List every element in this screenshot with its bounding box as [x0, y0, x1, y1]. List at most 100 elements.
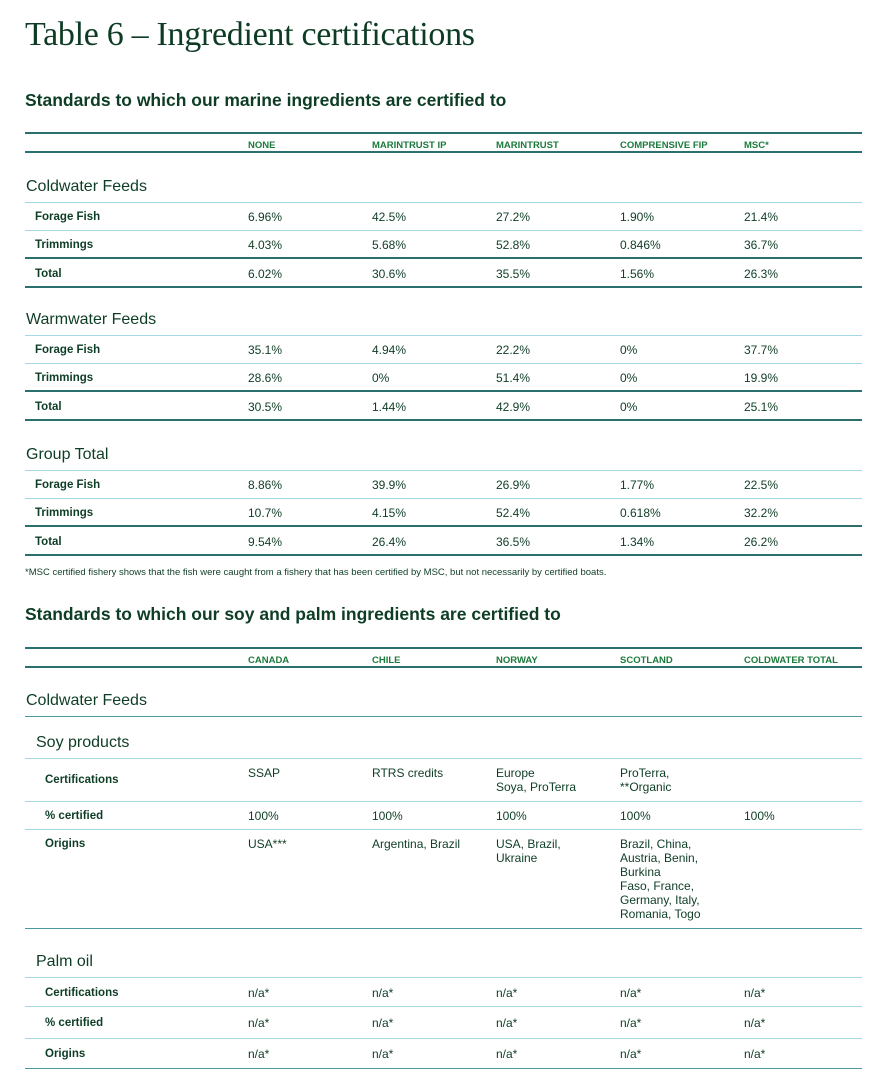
table-cell: 22.5%: [744, 478, 779, 492]
row-label: Trimmings: [35, 372, 94, 384]
row-label: % certified: [45, 1017, 104, 1029]
table-cell: 27.2%: [496, 210, 531, 224]
row-label: Forage Fish: [35, 344, 101, 356]
table-cell: 36.7%: [744, 238, 779, 252]
column-header: CHILE: [372, 655, 401, 666]
table-cell: 6.02%: [248, 266, 283, 281]
row-label: Forage Fish: [35, 479, 101, 491]
table-cell: 30.6%: [372, 266, 407, 281]
column-header: MARINTRUST IP: [372, 140, 447, 151]
marine-heading: Standards to which our marine ingredient…: [25, 90, 507, 110]
table-cell: n/a*: [496, 985, 518, 1000]
column-header: COMPRENSIVE FIP: [620, 140, 708, 151]
table-row: Forage Fish 8.86% 39.9% 26.9% 1.77% 22.5%: [25, 471, 862, 499]
column-header: COLDWATER TOTAL: [744, 655, 838, 666]
row-label: Certifications: [45, 986, 119, 999]
table-cell: 4.94%: [372, 343, 407, 357]
table-cell: 0%: [620, 371, 638, 385]
section-header: Group Total: [25, 421, 862, 471]
table-cell: n/a*: [372, 1047, 394, 1061]
table-cell: 1.34%: [620, 534, 655, 549]
table-row: % certified 100% 100% 100% 100% 100%: [25, 802, 862, 830]
table-cell: 37.7%: [744, 343, 779, 357]
table-cell: 0.618%: [620, 506, 661, 520]
table-cell: RTRS credits: [372, 766, 444, 780]
table-cell: n/a*: [620, 1047, 642, 1061]
table-cell: 30.5%: [248, 399, 283, 414]
table-cell: 21.4%: [744, 210, 779, 224]
table-cell: 42.5%: [372, 210, 407, 224]
table-cell: n/a*: [248, 1047, 270, 1061]
table-row: Certifications SSAP RTRS credits Europe Soy…: [25, 759, 862, 802]
section-title: Coldwater Feeds: [26, 692, 147, 709]
row-label: Trimmings: [35, 239, 94, 251]
table-cell: 100%: [744, 809, 775, 823]
table-row: Trimmings 4.03% 5.68% 52.8% 0.846% 36.7%: [25, 231, 862, 259]
table-cell: 6.96%: [248, 210, 283, 224]
marine-footnote: *MSC certified fishery shows that the fi…: [25, 567, 607, 578]
table-cell: 28.6%: [248, 371, 283, 385]
column-header: NONE: [248, 140, 276, 151]
marine-table: NONE MARINTRUST IP MARINTRUST COMPRENSIVE F…: [25, 132, 862, 556]
table-cell: 1.44%: [372, 399, 407, 414]
table-cell: 0%: [620, 399, 638, 414]
column-header: SCOTLAND: [620, 655, 673, 666]
table-row: Forage Fish 35.1% 4.94% 22.2% 0% 37.7%: [25, 336, 862, 364]
table-row: Trimmings 28.6% 0% 51.4% 0% 19.9%: [25, 364, 862, 392]
table-cell: n/a*: [744, 985, 766, 1000]
table-cell: 26.9%: [496, 478, 531, 492]
row-label: Origins: [45, 838, 86, 850]
row-label: Forage Fish: [35, 211, 101, 223]
section-title: Soy products: [36, 734, 130, 751]
table-cell: Europe Soya, ProTerra: [496, 766, 577, 794]
table-cell: 39.9%: [372, 478, 407, 492]
table-cell: 25.1%: [744, 399, 779, 414]
table-cell: 19.9%: [744, 371, 779, 385]
table-cell: 100%: [496, 809, 527, 823]
table-cell: 52.4%: [496, 506, 531, 520]
row-label: % certified: [45, 810, 104, 822]
table-cell: 35.5%: [496, 266, 531, 281]
page-title: Table 6 – Ingredient certifications: [25, 16, 475, 53]
table-cell: 100%: [372, 809, 403, 823]
table-cell: n/a*: [248, 1016, 270, 1030]
section-title: Palm oil: [36, 953, 93, 970]
table-cell: 8.86%: [248, 478, 283, 492]
column-header: MARINTRUST: [496, 140, 559, 151]
table-cell: 26.3%: [744, 266, 779, 281]
table-row: % certified n/a* n/a* n/a* n/a* n/a*: [25, 1007, 862, 1039]
table-cell: 35.1%: [248, 343, 283, 357]
row-label: Total: [35, 267, 62, 280]
table-cell: 5.68%: [372, 238, 407, 252]
table-cell: USA***: [248, 837, 287, 851]
section-header: Warmwater Feeds: [25, 288, 862, 336]
table-cell: 22.2%: [496, 343, 531, 357]
row-label: Total: [35, 400, 62, 413]
table-cell: 32.2%: [744, 506, 779, 520]
table-cell: SSAP: [248, 766, 281, 780]
table-cell: n/a*: [620, 1016, 642, 1030]
table-cell: n/a*: [620, 985, 642, 1000]
table-cell: 1.56%: [620, 266, 655, 281]
row-label: Certifications: [45, 774, 119, 786]
table-cell: n/a*: [248, 985, 270, 1000]
table-cell: 4.15%: [372, 506, 407, 520]
table-cell: 10.7%: [248, 506, 283, 520]
table-cell: 52.8%: [496, 238, 531, 252]
table-row: Certifications n/a* n/a* n/a* n/a* n/a*: [25, 978, 862, 1007]
table-cell: USA, Brazil, Ukraine: [496, 837, 561, 865]
table-cell: 0%: [620, 343, 638, 357]
section-header: Palm oil: [25, 929, 862, 978]
table-row: Origins USA*** Argentina, Brazil USA, Brazi…: [25, 830, 862, 929]
soy-palm-heading: Standards to which our soy and palm ingr…: [25, 604, 561, 624]
table-row: Trimmings 10.7% 4.15% 52.4% 0.618% 32.2%: [25, 499, 862, 527]
table-cell: n/a*: [496, 1016, 518, 1030]
table-header: NONE MARINTRUST IP MARINTRUST COMPRENSIVE F…: [25, 132, 862, 153]
row-label: Total: [35, 535, 62, 548]
table-row: Total 30.5% 1.44% 42.9% 0% 25.1%: [25, 392, 862, 421]
table-cell: 100%: [248, 809, 279, 823]
row-label: Trimmings: [35, 507, 94, 519]
table-cell: 9.54%: [248, 534, 283, 549]
table-row: Origins n/a* n/a* n/a* n/a* n/a*: [25, 1039, 862, 1069]
table-cell: ProTerra, **Organic: [620, 766, 672, 794]
